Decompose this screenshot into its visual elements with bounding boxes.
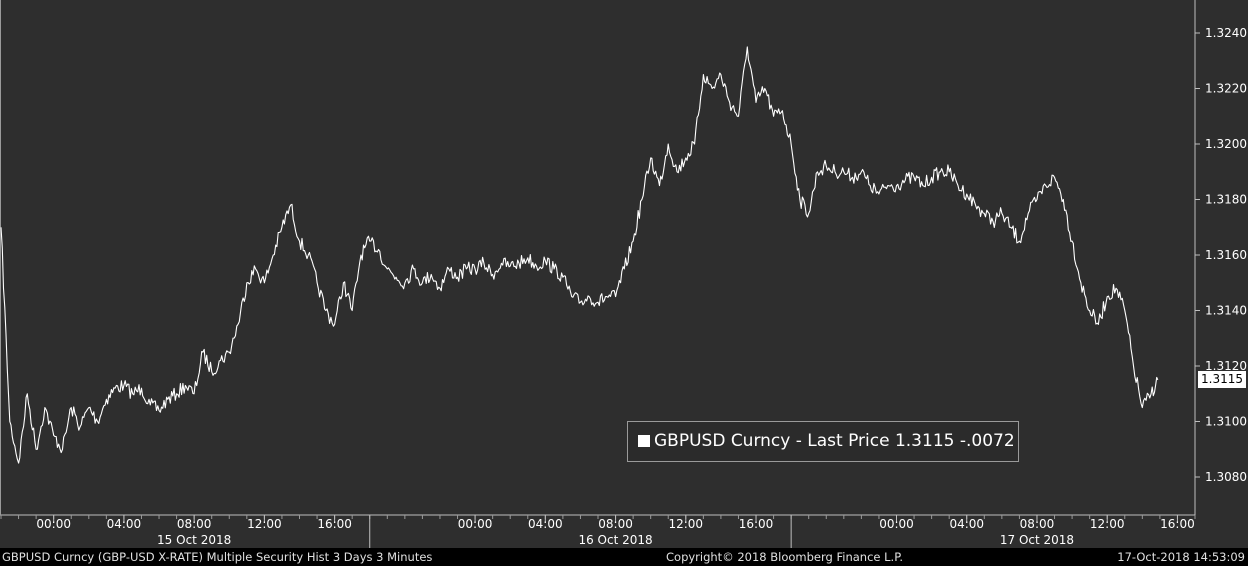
legend-text: GBPUSD Curncy - Last Price 1.3115 -.0072 [654,431,1015,451]
y-tick-label: 1.3200 [1205,137,1247,151]
x-tick-label: 04:00 [528,517,563,531]
y-tick-label: 1.3140 [1205,304,1247,318]
y-tick-label: 1.3220 [1205,82,1247,96]
x-tick-label: 12:00 [668,517,703,531]
legend: GBPUSD Curncy - Last Price 1.3115 -.0072 [627,421,1019,462]
last-price-marker: 1.3115 [1198,370,1246,388]
y-tick-label: 1.3160 [1205,248,1247,262]
x-tick-label: 08:00 [1020,517,1055,531]
footer-copyright: Copyright© 2018 Bloomberg Finance L.P. [666,550,903,564]
x-tick-label: 04:00 [949,517,984,531]
x-tick-label: 12:00 [1090,517,1125,531]
series-line-gbpusd [0,46,1159,464]
footer-bar: GBPUSD Curncy (GBP-USD X-RATE) Multiple … [0,548,1248,566]
x-tick-label: 16:00 [1160,517,1195,531]
footer-timestamp: 17-Oct-2018 14:53:09 [1117,550,1245,564]
x-day-label: 16 Oct 2018 [578,533,652,547]
x-tick-label: 00:00 [458,517,493,531]
x-tick-label: 04:00 [107,517,142,531]
price-chart: 1.3080 1.3100 1.3120 1.3140 1.3160 1.3180 1.32… [0,0,1247,548]
y-tick-label: 1.3120 [1205,359,1247,373]
y-tick-label: 1.3080 [1205,470,1247,484]
y-tick-label: 1.3240 [1205,26,1247,40]
x-tick-label: 00:00 [36,517,71,531]
x-day-label: 15 Oct 2018 [157,533,231,547]
y-tick-label: 1.3100 [1205,415,1247,429]
y-tick-label: 1.3180 [1205,193,1247,207]
x-tick-label: 08:00 [177,517,212,531]
footer-security-info: GBPUSD Curncy (GBP-USD X-RATE) Multiple … [2,550,433,564]
x-tick-label: 08:00 [598,517,633,531]
x-tick-label: 16:00 [739,517,774,531]
legend-swatch [638,435,650,447]
x-tick-label: 12:00 [247,517,282,531]
x-tick-label: 00:00 [879,517,914,531]
x-day-label: 17 Oct 2018 [1000,533,1074,547]
x-tick-label: 16:00 [317,517,352,531]
